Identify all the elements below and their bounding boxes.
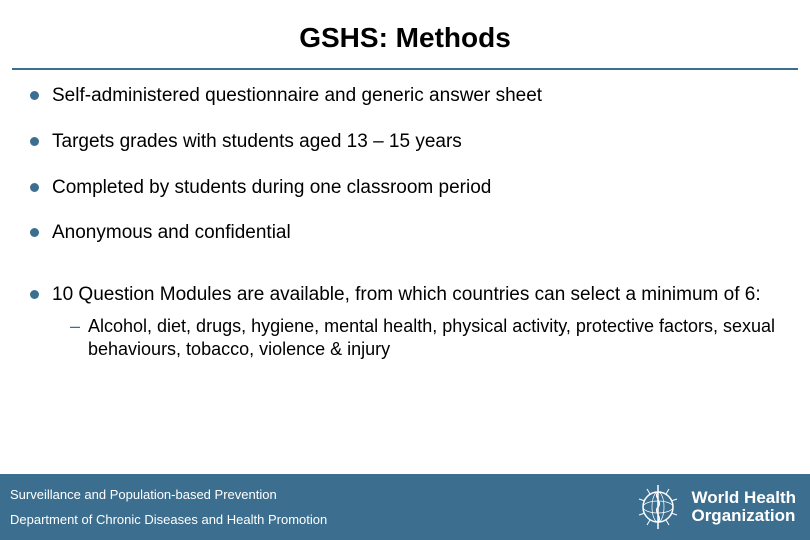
- sub-bullet-list: Alcohol, diet, drugs, hygiene, mental he…: [70, 315, 782, 362]
- bullet-text: Anonymous and confidential: [52, 222, 291, 243]
- who-logo: World Health Organization: [633, 482, 796, 532]
- bullet-item: Completed by students during one classro…: [28, 176, 782, 200]
- footer-bar: Surveillance and Population-based Preven…: [0, 474, 810, 540]
- bullet-item: Targets grades with students aged 13 – 1…: [28, 130, 782, 154]
- who-emblem-icon: [633, 482, 683, 532]
- bullet-item: Anonymous and confidential: [28, 221, 782, 245]
- footer-line-2: Department of Chronic Diseases and Healt…: [10, 512, 327, 527]
- spacer: [28, 267, 782, 283]
- footer-text-block: Surveillance and Population-based Preven…: [10, 487, 327, 527]
- bullet-list: Self-administered questionnaire and gene…: [28, 84, 782, 362]
- who-logo-line-2: Organization: [691, 507, 796, 525]
- bullet-text: 10 Question Modules are available, from …: [52, 284, 761, 305]
- who-logo-text: World Health Organization: [691, 489, 796, 525]
- sub-bullet-item: Alcohol, diet, drugs, hygiene, mental he…: [70, 315, 782, 362]
- slide-title: GSHS: Methods: [0, 22, 810, 54]
- who-logo-line-1: World Health: [691, 489, 796, 507]
- sub-bullet-text: Alcohol, diet, drugs, hygiene, mental he…: [88, 316, 775, 359]
- bullet-text: Completed by students during one classro…: [52, 177, 491, 198]
- body-area: Self-administered questionnaire and gene…: [0, 70, 810, 540]
- footer-line-1: Surveillance and Population-based Preven…: [10, 487, 327, 502]
- title-area: GSHS: Methods: [0, 0, 810, 68]
- bullet-item: 10 Question Modules are available, from …: [28, 283, 782, 362]
- bullet-text: Targets grades with students aged 13 – 1…: [52, 131, 462, 152]
- bullet-text: Self-administered questionnaire and gene…: [52, 85, 542, 106]
- slide: GSHS: Methods Self-administered question…: [0, 0, 810, 540]
- bullet-item: Self-administered questionnaire and gene…: [28, 84, 782, 108]
